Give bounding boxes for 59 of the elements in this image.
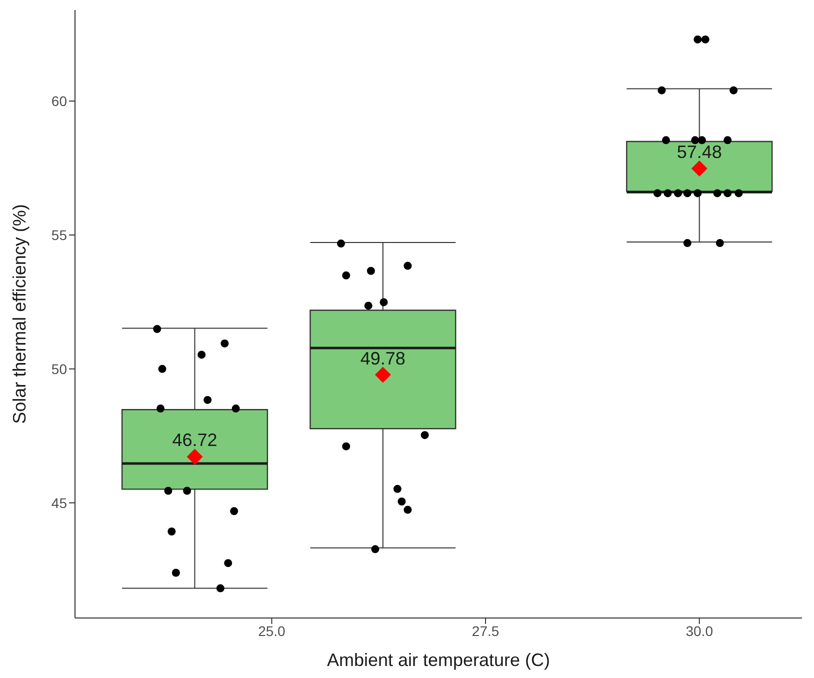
- point: [156, 404, 165, 413]
- point: [172, 568, 180, 577]
- point: [734, 189, 743, 198]
- point: [393, 484, 402, 493]
- point: [683, 239, 692, 248]
- point: [371, 545, 380, 554]
- x-tick-label: 27.5: [472, 622, 500, 639]
- x-axis-title: Ambient air temperature (C): [326, 650, 550, 670]
- point: [164, 486, 172, 495]
- point: [342, 271, 350, 280]
- x-tick-label: 30.0: [686, 622, 714, 639]
- y-axis-title: Solar thermal efficiency (%): [9, 204, 30, 424]
- point: [153, 325, 162, 333]
- point: [220, 339, 229, 348]
- point: [198, 350, 206, 359]
- point: [366, 266, 375, 275]
- point: [694, 189, 702, 198]
- point: [224, 559, 232, 568]
- point: [404, 262, 412, 270]
- point: [216, 584, 224, 592]
- point: [691, 160, 708, 177]
- point: [420, 431, 429, 440]
- point: [653, 189, 662, 198]
- point: [664, 189, 672, 198]
- data-label: 57.48: [676, 142, 722, 162]
- point: [701, 35, 710, 44]
- point: [158, 364, 166, 373]
- point: [364, 302, 372, 310]
- point: [694, 35, 702, 44]
- point: [724, 189, 732, 198]
- point: [730, 86, 738, 94]
- point: [374, 366, 391, 383]
- y-tick-label: 45: [51, 494, 68, 511]
- point: [230, 507, 238, 516]
- data-label: 49.78: [360, 348, 406, 368]
- point: [698, 136, 706, 144]
- point: [716, 239, 724, 248]
- x-tick-label: 25.0: [258, 622, 286, 639]
- point: [724, 136, 732, 144]
- point: [713, 189, 722, 198]
- y-tick-label: 55: [51, 226, 68, 243]
- y-tick-label: 50: [51, 360, 68, 377]
- point: [658, 86, 666, 94]
- point: [398, 497, 406, 506]
- point: [691, 136, 700, 144]
- point: [232, 404, 240, 413]
- point: [683, 189, 692, 198]
- point: [168, 527, 176, 536]
- point: [662, 136, 670, 144]
- point: [336, 240, 345, 248]
- point: [404, 506, 412, 514]
- point: [183, 486, 192, 495]
- point: [186, 448, 203, 465]
- point: [342, 442, 350, 450]
- point: [380, 298, 388, 306]
- y-tick-label: 60: [51, 93, 68, 110]
- point: [204, 396, 212, 404]
- point: [674, 189, 682, 198]
- data-label: 46.72: [172, 430, 218, 450]
